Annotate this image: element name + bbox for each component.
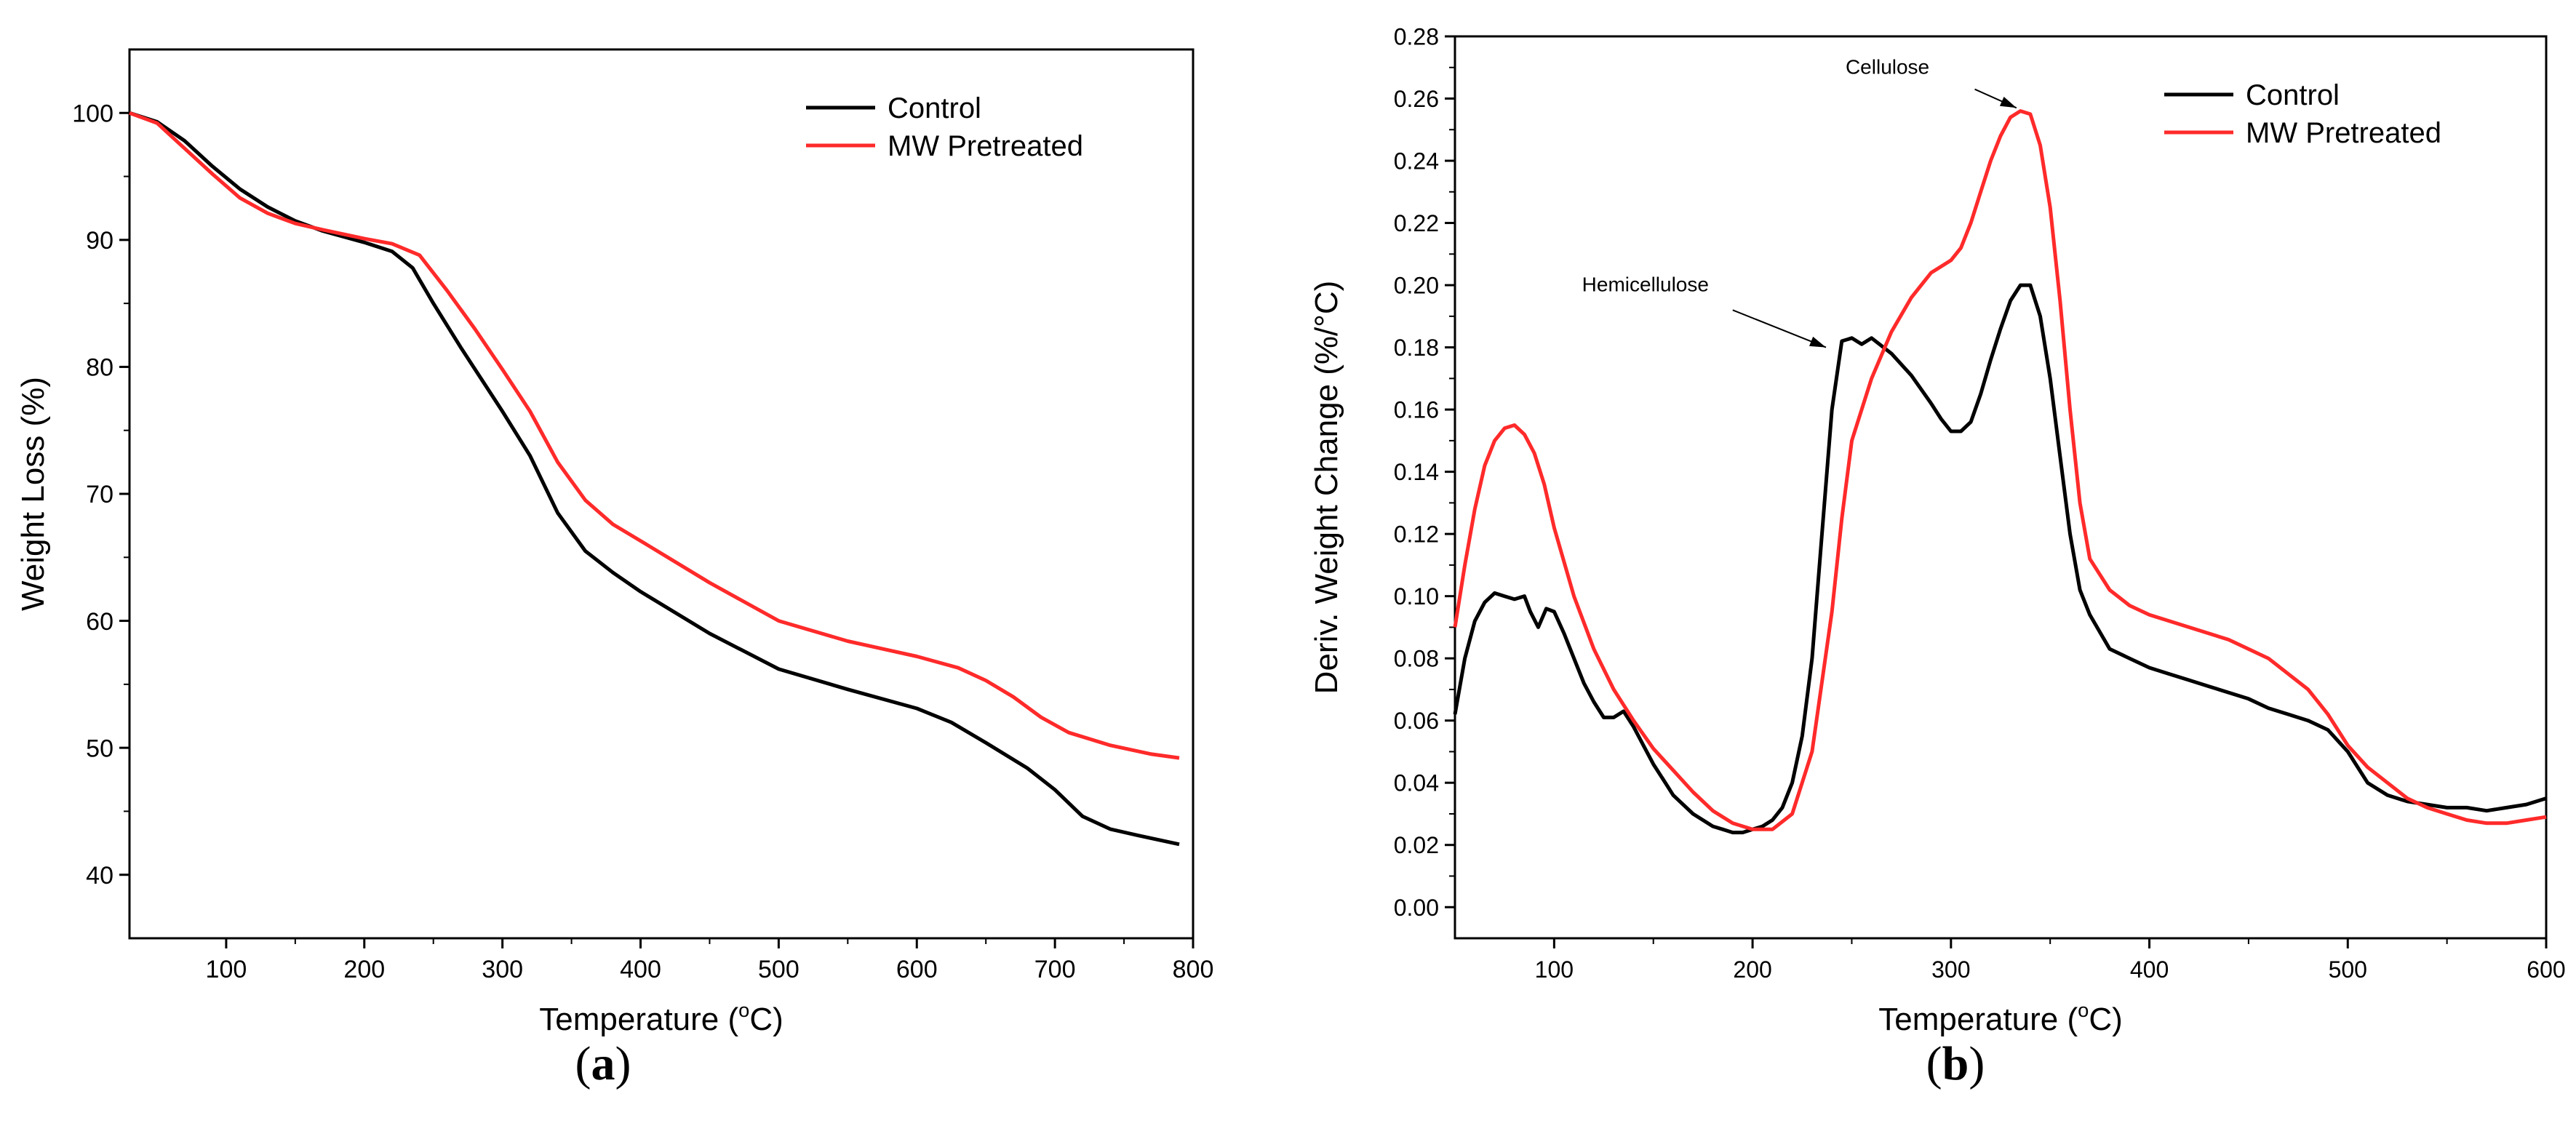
legend-label: Control [2246, 79, 2340, 111]
x-tick-label: 600 [896, 956, 938, 983]
x-tick-label: 300 [482, 956, 523, 983]
y-tick-label: 0.12 [1394, 521, 1439, 548]
y-tick-label: 80 [86, 354, 113, 382]
y-tick-label: 100 [72, 100, 113, 128]
x-axis-label: Temperature (oC) [539, 999, 783, 1037]
series-line-control [1453, 283, 2547, 835]
y-tick-label: 0.08 [1394, 646, 1439, 672]
series-line-control [129, 111, 1180, 847]
x-axis-label-text: Temperature ( [1878, 1002, 2078, 1037]
y-tick-label: 50 [86, 735, 113, 762]
annotation-arrow-head [1999, 97, 2017, 108]
x-tick-label: 300 [1931, 956, 1970, 983]
x-axis-label-sup: o [2078, 999, 2089, 1021]
x-tick-label: 600 [2527, 956, 2565, 983]
plot-frame [128, 48, 1195, 940]
caption-a-letter: a [591, 1037, 615, 1090]
y-tick-label: 0.16 [1394, 397, 1439, 423]
x-axis-label-text: Temperature ( [539, 1002, 738, 1037]
chart-b: 100 200 300 400 500 600 0.00 0.02 0.04 0.06 0.08 0.… [1309, 24, 2566, 1037]
plot-frame [1454, 35, 2548, 940]
y-tick-label: 0.18 [1394, 335, 1439, 361]
y-tick-label: 90 [86, 227, 113, 255]
x-tick-label: 100 [206, 956, 247, 983]
y-tick-label: 0.20 [1394, 273, 1439, 299]
y-tick-label: 0.04 [1394, 770, 1439, 796]
x-axis-label: Temperature (oC) [1878, 999, 2123, 1037]
x-tick-label: 200 [1733, 956, 1771, 983]
chart-a: 100 200 300 400 500 600 700 800 40 50 60 70 80 90 100 T… [15, 48, 1214, 1037]
x-tick-label: 500 [2329, 956, 2367, 983]
annotation-arrow-head [1809, 336, 1826, 348]
y-tick-label: 0.02 [1394, 832, 1439, 858]
y-tick-label: 0.28 [1394, 24, 1439, 50]
y-tick-label: 0.10 [1394, 583, 1439, 610]
x-tick-label: 500 [758, 956, 799, 983]
caption-b: (b) [1926, 1037, 1985, 1090]
caption-a: (a) [575, 1037, 631, 1090]
x-axis-label-unit: C) [2089, 1002, 2122, 1037]
series-line-mw-pretreated [1453, 109, 2547, 831]
x-tick-label: 400 [620, 956, 661, 983]
legend-label: MW Pretreated [888, 130, 1083, 162]
y-tick-label: 0.06 [1394, 708, 1439, 734]
y-tick-label: 60 [86, 608, 113, 636]
x-tick-label: 400 [2130, 956, 2169, 983]
legend-label: MW Pretreated [2246, 117, 2441, 149]
caption-b-letter: b [1942, 1037, 1969, 1090]
y-tick-label: 0.26 [1394, 86, 1439, 112]
legend-label: Control [888, 92, 981, 124]
x-axis-label-unit: C) [749, 1002, 783, 1037]
x-axis-label-sup: o [738, 999, 749, 1021]
y-axis-label: Deriv. Weight Change (%/°C) [1309, 281, 1344, 695]
y-tick-label: 40 [86, 862, 113, 890]
y-axis-label: Weight Loss (%) [15, 377, 51, 611]
y-tick-label: 70 [86, 481, 113, 508]
y-tick-label: 0.00 [1394, 895, 1439, 921]
x-tick-label: 700 [1034, 956, 1076, 983]
y-tick-label: 0.24 [1394, 148, 1439, 175]
x-tick-label: 200 [343, 956, 385, 983]
x-tick-label: 800 [1173, 956, 1214, 983]
annotation-hemicellulose: Hemicellulose [1582, 273, 1709, 296]
series-line-mw-pretreated [129, 111, 1180, 760]
x-tick-label: 100 [1535, 956, 1574, 983]
y-tick-label: 0.14 [1394, 459, 1439, 485]
annotation-arrow-line [1732, 309, 1827, 348]
annotation-cellulose: Cellulose [1846, 55, 1929, 78]
y-tick-label: 0.22 [1394, 210, 1439, 236]
